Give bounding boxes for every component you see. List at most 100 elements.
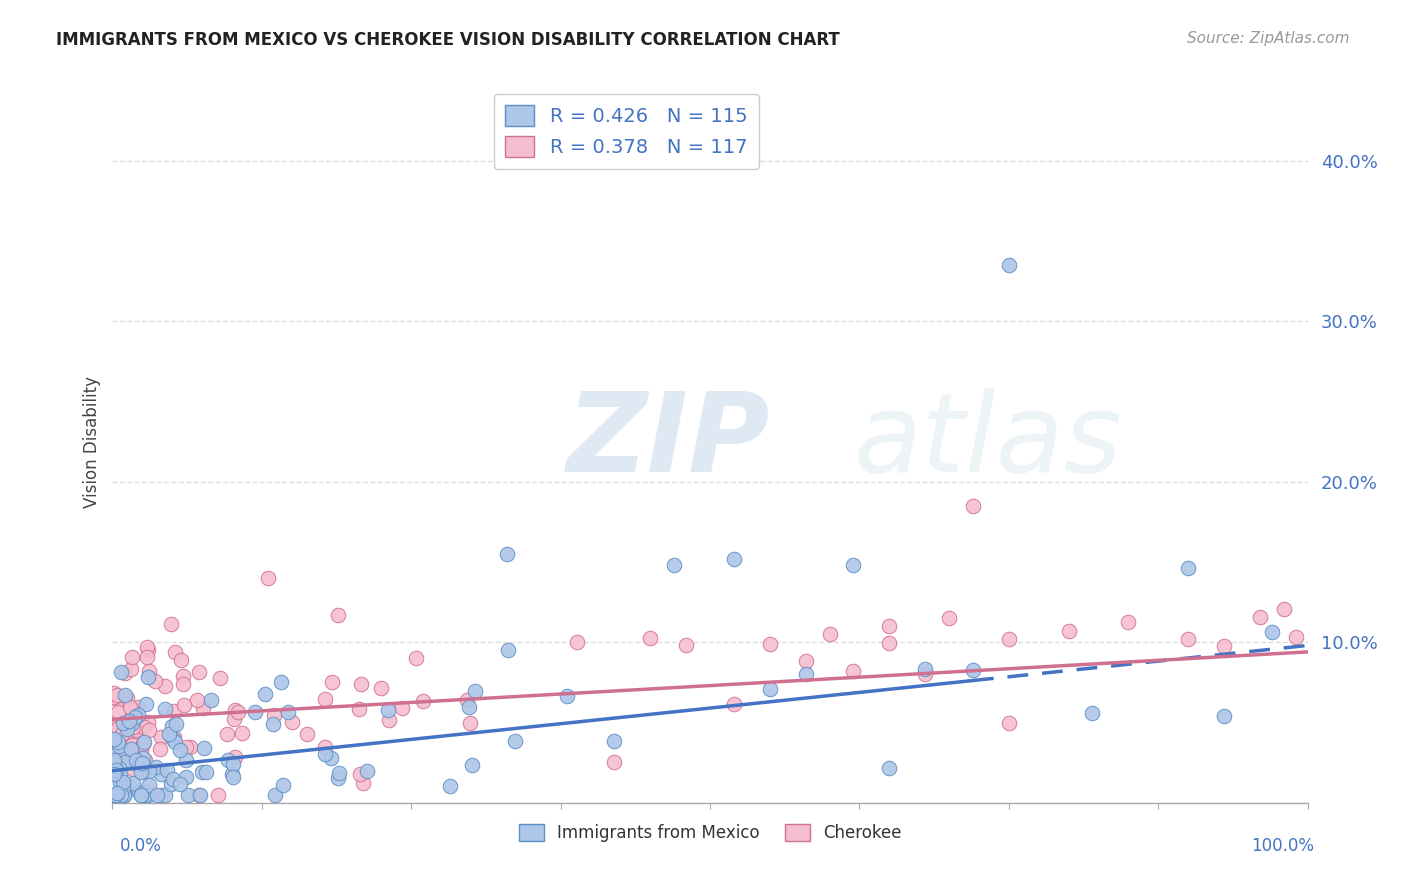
Point xyxy=(107,693,129,707)
Point xyxy=(603,755,626,769)
Point xyxy=(314,747,336,761)
Point xyxy=(321,675,343,690)
Point xyxy=(110,738,132,752)
Point xyxy=(174,740,197,755)
Point xyxy=(153,788,176,802)
Point xyxy=(162,772,184,786)
Point xyxy=(200,692,222,706)
Point xyxy=(114,788,136,802)
Point xyxy=(938,611,960,625)
Point xyxy=(122,762,145,776)
Point xyxy=(104,788,127,802)
Point xyxy=(207,788,229,802)
Point xyxy=(998,715,1021,730)
Point xyxy=(104,788,127,802)
Point xyxy=(110,727,132,741)
Point xyxy=(111,727,134,741)
Point xyxy=(110,745,132,759)
Point xyxy=(125,757,148,772)
Point xyxy=(105,763,128,777)
Point xyxy=(439,779,461,793)
Point xyxy=(262,717,284,731)
Point xyxy=(370,681,392,695)
Point xyxy=(128,785,150,799)
Point xyxy=(347,702,370,716)
Point xyxy=(264,788,287,802)
Point xyxy=(155,702,177,716)
Point xyxy=(143,674,166,689)
Point xyxy=(914,662,936,676)
Point xyxy=(271,778,294,792)
Point xyxy=(458,700,481,714)
Point xyxy=(103,788,125,802)
Point xyxy=(122,720,145,734)
Point xyxy=(352,776,374,790)
Point xyxy=(149,788,172,802)
Point xyxy=(136,785,159,799)
Point xyxy=(107,705,129,719)
Point xyxy=(145,788,167,802)
Point xyxy=(221,767,243,781)
Point xyxy=(120,746,142,760)
Y-axis label: Vision Disability: Vision Disability xyxy=(83,376,101,508)
Point xyxy=(328,766,350,780)
Point xyxy=(277,705,299,719)
Point xyxy=(114,755,136,769)
Point xyxy=(149,742,172,756)
Point xyxy=(172,677,194,691)
Point xyxy=(879,636,901,650)
Point xyxy=(162,731,184,746)
Point xyxy=(138,723,160,737)
Point xyxy=(105,733,128,747)
Point xyxy=(132,765,155,780)
Point xyxy=(129,743,152,757)
Point xyxy=(378,713,401,727)
Point xyxy=(107,745,129,759)
Point xyxy=(132,720,155,734)
Point xyxy=(127,699,149,714)
Point xyxy=(914,667,936,681)
Point xyxy=(103,766,125,780)
Point xyxy=(120,702,142,716)
Point xyxy=(107,756,129,770)
Text: Source: ZipAtlas.com: Source: ZipAtlas.com xyxy=(1187,31,1350,46)
Point xyxy=(270,674,292,689)
Point xyxy=(188,788,211,802)
Point xyxy=(188,788,211,802)
Point xyxy=(124,738,146,752)
Point xyxy=(1213,639,1236,653)
Point xyxy=(231,726,253,740)
Point xyxy=(111,780,134,794)
Point xyxy=(136,788,159,802)
Point xyxy=(103,788,125,802)
Point xyxy=(136,640,159,654)
Point xyxy=(162,719,184,733)
Point xyxy=(326,608,349,623)
Point xyxy=(193,740,215,755)
Point xyxy=(177,788,200,802)
Point xyxy=(1057,624,1080,638)
Point xyxy=(103,685,125,699)
Point xyxy=(377,703,399,717)
Point xyxy=(170,653,193,667)
Point xyxy=(356,764,378,778)
Point xyxy=(103,756,125,770)
Point xyxy=(879,619,901,633)
Point xyxy=(1177,632,1199,646)
Point xyxy=(191,701,214,715)
Point xyxy=(169,743,191,757)
Point xyxy=(195,764,218,779)
Point xyxy=(107,721,129,735)
Point xyxy=(191,765,214,780)
Point xyxy=(105,787,128,801)
Point xyxy=(121,649,143,664)
Point xyxy=(222,770,245,784)
Point xyxy=(245,705,267,719)
Point xyxy=(186,693,208,707)
Point xyxy=(117,714,139,729)
Point xyxy=(103,788,125,802)
Point xyxy=(121,715,143,730)
Point xyxy=(111,716,134,731)
Point xyxy=(153,679,176,693)
Point xyxy=(110,665,132,680)
